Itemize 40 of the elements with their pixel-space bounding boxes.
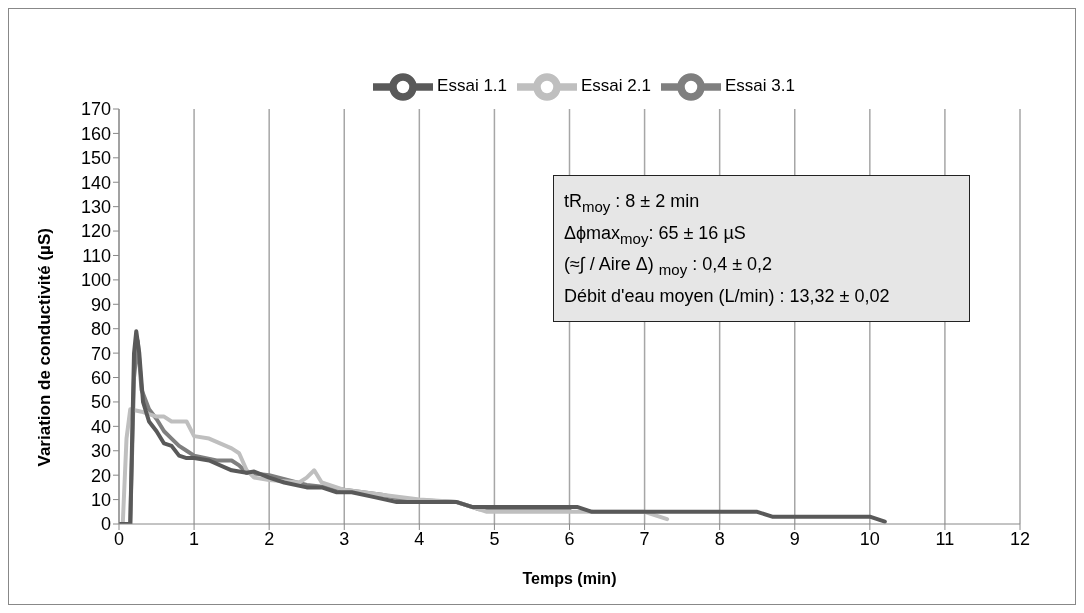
y-tick-label: 70 xyxy=(90,343,111,364)
y-tick-label: 20 xyxy=(90,465,111,486)
y-tick-label: 40 xyxy=(90,416,111,437)
x-tick-label: 2 xyxy=(264,528,275,549)
x-tick-label: 4 xyxy=(414,528,425,549)
y-tick-label: 30 xyxy=(90,441,111,462)
x-tick-label: 0 xyxy=(113,528,125,549)
annotation: (≈∫ / Aire Δ) $_{moy}$ : 0,4 ± 0,2 xyxy=(564,253,774,280)
annotation: Δϕmax$_{moy}$: 65 ± 16 µS xyxy=(564,221,747,249)
legend-label: Essai 2.1 xyxy=(581,76,651,96)
x-tick-label: 10 xyxy=(859,528,880,549)
x-tick-label: 12 xyxy=(1009,528,1031,549)
x-tick-label: 6 xyxy=(564,528,575,549)
legend-label: Essai 3.1 xyxy=(724,76,795,96)
x-axis-title: Temps (min) xyxy=(522,570,617,587)
y-tick-label: 120 xyxy=(80,221,111,242)
y-tick-label: 150 xyxy=(80,148,111,169)
x-tick-label: 11 xyxy=(935,528,955,549)
y-tick-label: 90 xyxy=(90,294,111,315)
x-tick-label: 5 xyxy=(489,528,500,549)
y-tick-label: 50 xyxy=(90,392,111,413)
y-tick-label: 60 xyxy=(90,367,111,388)
legend-label: Essai 1.1 xyxy=(437,76,508,96)
y-tick-label: 110 xyxy=(82,245,111,266)
x-tick-label: 8 xyxy=(714,528,725,549)
y-axis-title: Variation de conductivité (µS) xyxy=(35,228,55,467)
annotation: Débit d'eau moyen (L/min) : 13,32 ± 0,02 xyxy=(564,284,891,308)
x-tick-label: 3 xyxy=(339,528,350,549)
annotation: tR$_{moy}$ : 8 ± 2 min xyxy=(564,190,701,217)
x-tick-label: 1 xyxy=(189,528,200,549)
y-tick-label: 100 xyxy=(80,270,111,291)
y-tick-label: 10 xyxy=(90,489,111,510)
y-tick-label: 80 xyxy=(90,319,111,340)
y-tick-label: 160 xyxy=(80,123,111,144)
x-tick-label: 9 xyxy=(789,528,800,549)
y-tick-label: 0 xyxy=(100,514,111,535)
y-tick-label: 130 xyxy=(80,197,111,218)
y-tick-label: 140 xyxy=(80,172,111,193)
x-tick-label: 7 xyxy=(639,528,650,549)
y-tick-label: 170 xyxy=(80,99,111,120)
